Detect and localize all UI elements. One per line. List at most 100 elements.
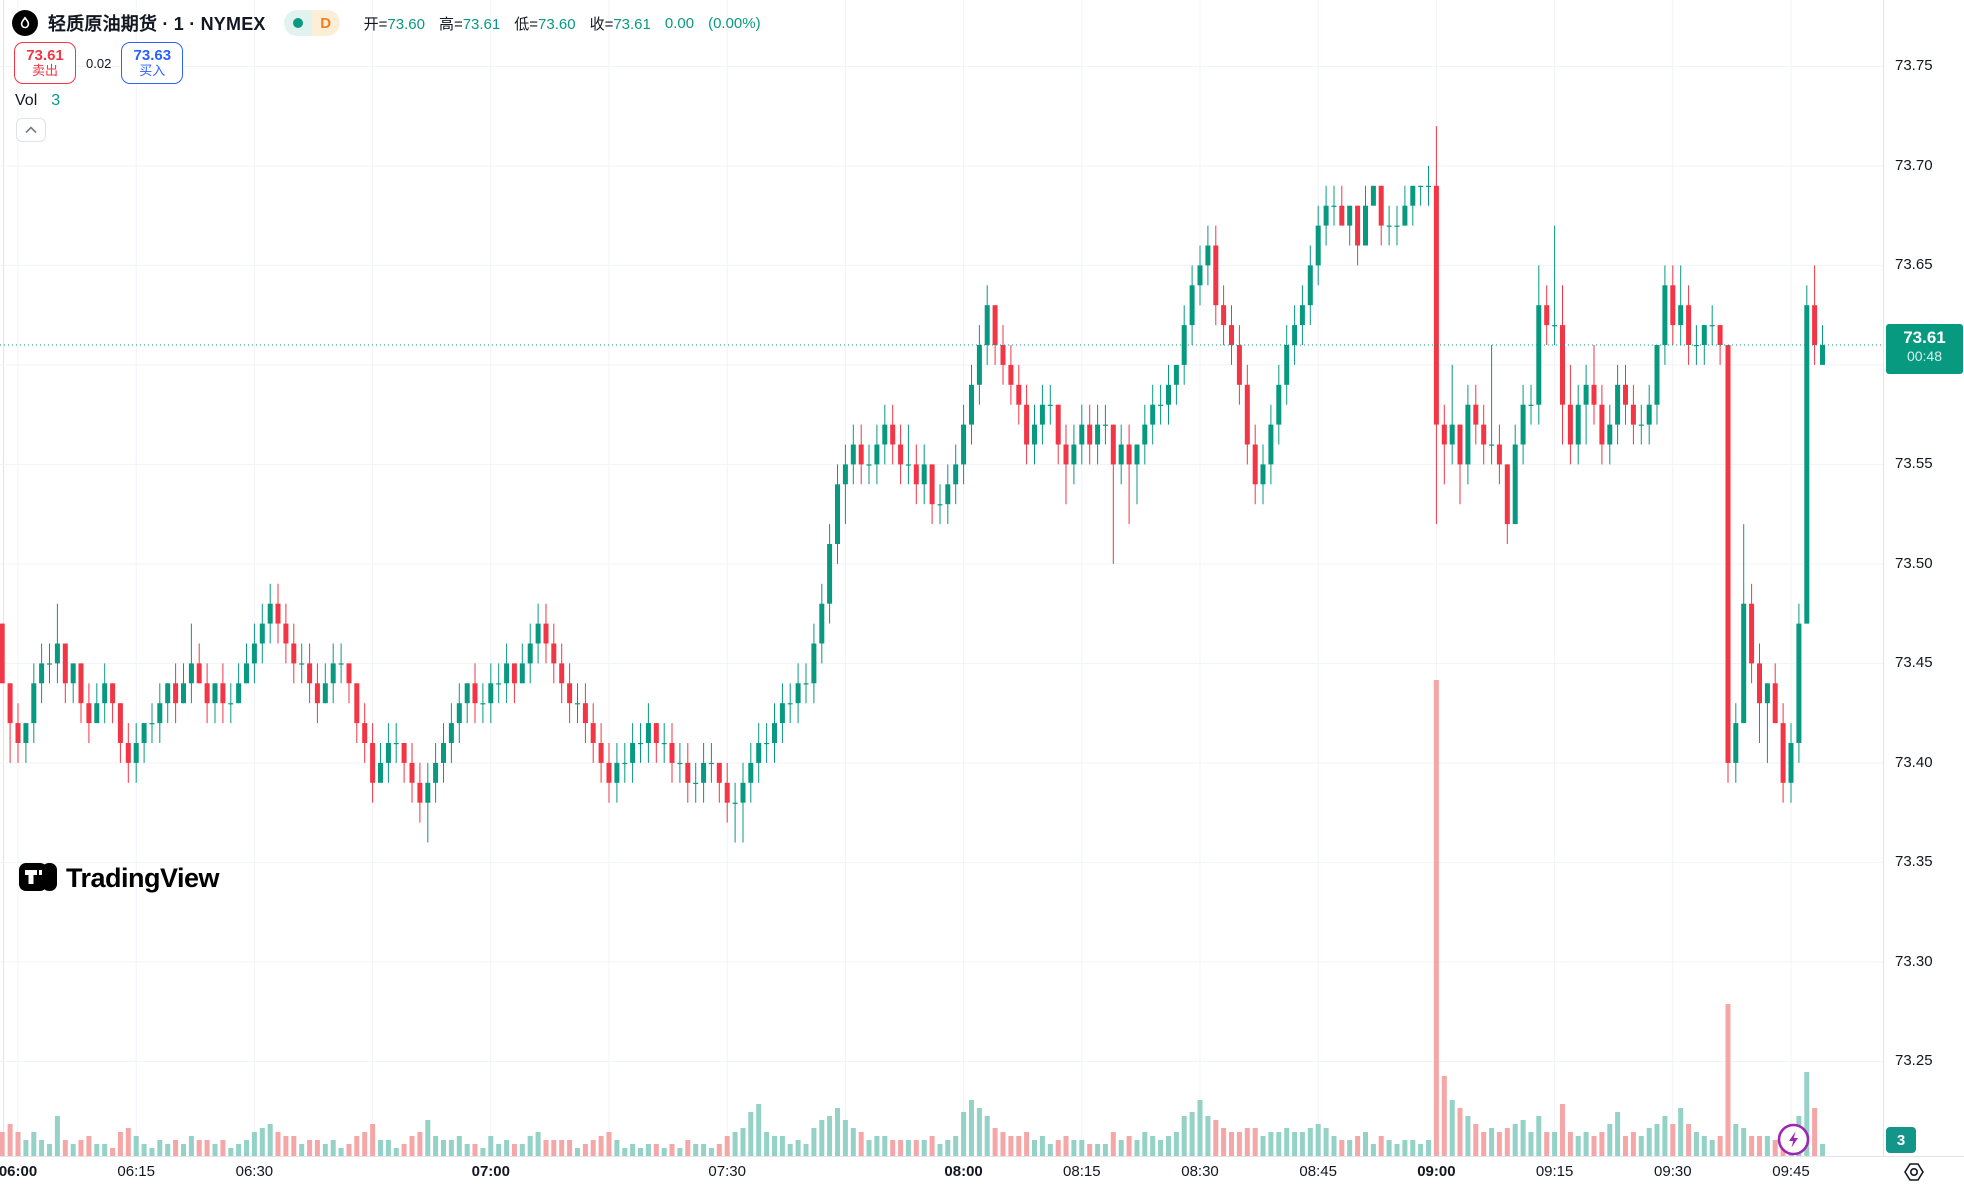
- candle-body: [78, 663, 84, 704]
- candle-body: [1047, 404, 1053, 406]
- volume-bar: [393, 1148, 399, 1156]
- candle-body: [882, 424, 888, 445]
- volume-bar: [204, 1140, 210, 1156]
- volume-bar: [259, 1128, 265, 1156]
- low-label: 低=: [514, 15, 539, 33]
- price-tick-label: 73.70: [1895, 156, 1933, 174]
- candle-body: [488, 683, 494, 704]
- collapse-panel-button[interactable]: [16, 118, 46, 142]
- candle-body: [1780, 723, 1786, 783]
- candle-body: [94, 703, 100, 724]
- candle-body: [23, 723, 29, 743]
- candle-body: [1433, 185, 1439, 425]
- candle-body: [110, 683, 116, 704]
- volume-bar: [1363, 1132, 1368, 1156]
- candle-body: [1591, 384, 1597, 405]
- candle-body: [1024, 404, 1030, 445]
- volume-bar: [23, 1140, 29, 1156]
- candle-body: [378, 762, 383, 783]
- bar-countdown: 00:48: [1906, 348, 1943, 365]
- buy-button[interactable]: 73.63 买入: [121, 42, 184, 84]
- volume-bar: [141, 1144, 147, 1156]
- candle-body: [1268, 424, 1274, 465]
- volume-bar: [1473, 1124, 1479, 1156]
- price-axis[interactable]: 73.75 73.70 73.65 73.55 73.50 73.45 73.40 73.35…: [1883, 0, 1964, 1185]
- volume-bar: [708, 1148, 714, 1156]
- volume-bar: [1693, 1132, 1699, 1156]
- volume-bar: [1102, 1144, 1108, 1156]
- symbol-title[interactable]: 轻质原油期货 · 1 · NYMEX: [48, 14, 266, 34]
- candle-body: [362, 723, 368, 743]
- candle-body: [1536, 305, 1542, 405]
- candle-body: [779, 703, 785, 724]
- volume-bar: [1402, 1140, 1408, 1156]
- volume-bar: [1347, 1140, 1353, 1156]
- candle-body: [858, 444, 864, 465]
- candle-body: [716, 762, 722, 783]
- candle-body: [181, 683, 186, 704]
- volume-bar: [645, 1144, 651, 1156]
- chevron-up-icon: [25, 126, 37, 134]
- candle-body: [1055, 404, 1061, 445]
- candle-body: [1796, 623, 1802, 743]
- candle-body: [645, 723, 651, 743]
- volume-bar: [314, 1140, 320, 1156]
- volume-axis-badge: 3: [1886, 1127, 1916, 1153]
- volume-bar: [441, 1140, 446, 1156]
- candle-body: [1063, 444, 1069, 465]
- candle-body: [117, 703, 123, 743]
- market-status-interval-pill[interactable]: D: [283, 10, 340, 36]
- volume-bar: [756, 1104, 762, 1156]
- candle-body: [685, 762, 691, 783]
- quick-trade-lightning-icon[interactable]: [1777, 1123, 1810, 1156]
- candle-body: [1623, 384, 1628, 405]
- candle-body: [480, 703, 486, 705]
- volume-bar: [504, 1140, 510, 1156]
- candle-body: [519, 663, 525, 684]
- price-tick-label: 73.65: [1895, 256, 1933, 274]
- candle-body: [1560, 325, 1565, 405]
- volume-bar: [937, 1144, 943, 1156]
- volume-bar: [1189, 1112, 1195, 1156]
- volume-bar: [913, 1140, 919, 1156]
- candle-body: [1378, 185, 1384, 226]
- crude-oil-symbol-logo-icon[interactable]: [12, 10, 38, 36]
- volume-bar: [1623, 1136, 1628, 1156]
- candle-body: [275, 603, 281, 624]
- candle-body: [905, 464, 911, 466]
- volume-bar: [716, 1144, 722, 1156]
- candle-body: [1370, 185, 1376, 206]
- candle-body: [7, 683, 13, 724]
- candle-body: [1552, 325, 1558, 327]
- candle-body: [1512, 444, 1518, 525]
- price-tick-label: 73.45: [1895, 654, 1933, 672]
- candle-body: [133, 743, 139, 763]
- candle-body: [425, 782, 431, 803]
- volume-bar: [78, 1140, 84, 1156]
- volume-bar: [905, 1140, 911, 1156]
- sell-button[interactable]: 73.61 卖出: [14, 42, 76, 84]
- candle-body: [748, 762, 754, 783]
- volume-bar: [559, 1140, 565, 1156]
- volume-bar: [299, 1144, 305, 1156]
- volume-bar: [1087, 1144, 1093, 1156]
- candle-body: [787, 703, 793, 705]
- volume-bar: [378, 1140, 383, 1156]
- settings-hexagon-icon[interactable]: [1902, 1160, 1926, 1184]
- volume-bar: [1284, 1128, 1290, 1156]
- candle-body: [1662, 285, 1668, 345]
- volume-bar: [527, 1136, 533, 1156]
- ohlc-readout: 开=73.60 高=73.61 低=73.60 收=73.61 0.00 (0.…: [364, 13, 761, 34]
- volume-bar: [1646, 1128, 1652, 1156]
- candle-body: [511, 663, 517, 684]
- candle-body: [1292, 325, 1298, 345]
- candle-body: [448, 723, 454, 743]
- candle-body: [1394, 225, 1400, 227]
- candle-body: [464, 683, 470, 704]
- volume-bar: [764, 1132, 770, 1156]
- time-axis[interactable]: 06:00 06:15 06:30 07:00 07:30 08:00 08:15 08:30…: [0, 1156, 1964, 1185]
- interval-d-badge: D: [311, 10, 340, 36]
- volume-bar: [511, 1144, 517, 1156]
- candle-body: [1079, 424, 1085, 445]
